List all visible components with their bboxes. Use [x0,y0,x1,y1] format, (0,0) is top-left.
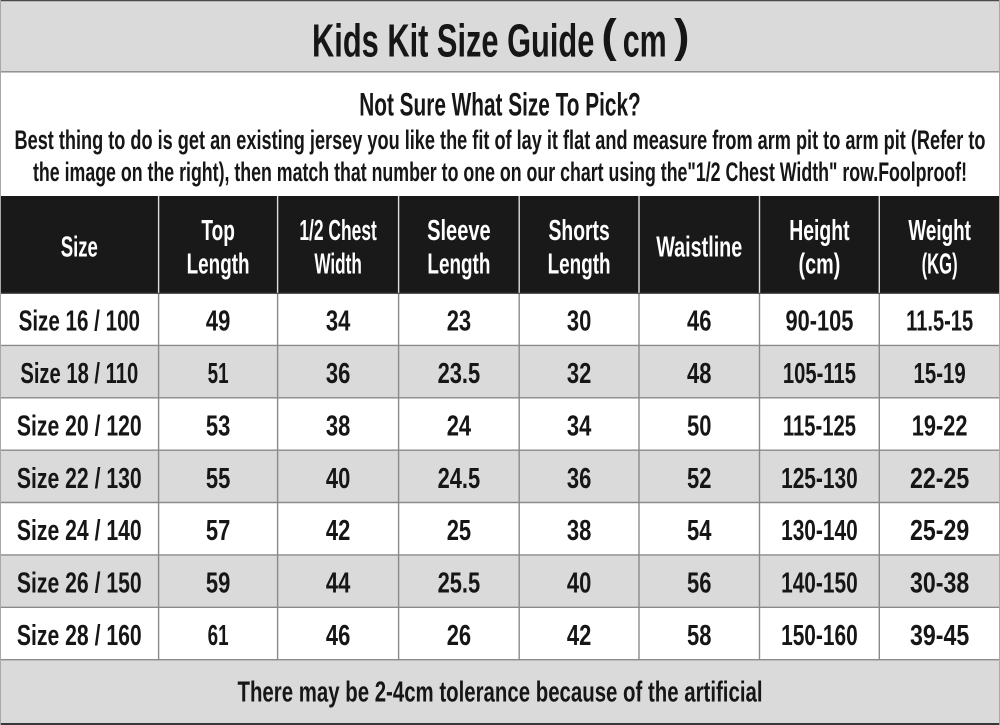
svg-text:26: 26 [447,620,471,652]
svg-text:11.5-15: 11.5-15 [906,306,973,338]
svg-text:Length: Length [548,249,611,281]
svg-text:23: 23 [447,306,471,338]
svg-text:57: 57 [206,515,230,547]
svg-text:34: 34 [326,306,350,338]
svg-text:Length: Length [187,249,250,281]
svg-text:Top: Top [201,215,235,247]
svg-text:19-22: 19-22 [912,410,968,442]
svg-text:): ) [674,10,689,62]
svg-text:58: 58 [687,620,711,652]
svg-text:42: 42 [326,515,350,547]
svg-text:(KG): (KG) [922,249,958,281]
svg-text:Height: Height [789,215,850,247]
svg-text:(: ( [601,10,617,62]
svg-text:Size 28 / 160: Size 28 / 160 [17,620,142,652]
svg-text:Size 16 / 100: Size 16 / 100 [19,306,140,338]
svg-text:115-125: 115-125 [783,410,856,442]
svg-text:Size 22 / 130: Size 22 / 130 [17,463,142,495]
svg-text:140-150: 140-150 [781,568,858,600]
svg-text:25: 25 [447,515,471,547]
svg-text:34: 34 [567,410,591,442]
svg-text:22-25: 22-25 [910,463,969,495]
svg-text:Weight: Weight [908,215,971,247]
svg-text:52: 52 [687,463,711,495]
svg-text:25-29: 25-29 [910,515,969,547]
svg-text:51: 51 [208,358,229,390]
svg-text:53: 53 [206,410,230,442]
svg-text:40: 40 [567,568,591,600]
svg-text:cm: cm [623,15,667,67]
svg-text:61: 61 [208,620,229,652]
svg-text:42: 42 [567,620,591,652]
svg-text:Size 18 / 110: Size 18 / 110 [20,358,138,390]
svg-text:36: 36 [567,463,591,495]
svg-text:50: 50 [687,410,711,442]
svg-text:Not Sure What Size To Pick?: Not Sure What Size To Pick? [359,87,641,123]
svg-text:Width: Width [314,249,362,281]
svg-text:23.5: 23.5 [438,358,481,390]
svg-text:38: 38 [567,515,591,547]
svg-text:44: 44 [326,568,350,600]
svg-text:30-38: 30-38 [910,568,969,600]
svg-text:130-140: 130-140 [781,515,858,547]
svg-text:30: 30 [567,306,591,338]
svg-text:56: 56 [687,568,711,600]
svg-text:49: 49 [206,306,230,338]
svg-text:24.5: 24.5 [438,463,481,495]
svg-text:54: 54 [687,515,711,547]
svg-text:1/2 Chest: 1/2 Chest [299,215,377,247]
svg-text:55: 55 [206,463,230,495]
svg-text:There may be 2-4cm tolerance b: There may be 2-4cm tolerance because of … [238,676,763,708]
svg-text:46: 46 [326,620,350,652]
svg-text:150-160: 150-160 [781,620,858,652]
svg-text:Shorts: Shorts [549,215,610,247]
svg-text:25.5: 25.5 [438,568,481,600]
svg-text:Sleeve: Sleeve [427,215,491,247]
svg-text:Size 24 / 140: Size 24 / 140 [17,515,142,547]
svg-text:36: 36 [326,358,350,390]
svg-text:32: 32 [567,358,591,390]
svg-text:(cm): (cm) [799,249,841,281]
svg-text:Size: Size [61,232,98,264]
svg-text:40: 40 [326,463,350,495]
svg-text:15-19: 15-19 [914,358,966,390]
svg-text:Size 26 / 150: Size 26 / 150 [17,568,142,600]
svg-text:105-115: 105-115 [783,358,856,390]
svg-text:24: 24 [447,410,471,442]
svg-text:48: 48 [687,358,711,390]
svg-text:Best thing to do is get an exi: Best thing to do is get an existing jers… [15,125,986,155]
svg-text:90-105: 90-105 [785,306,853,338]
svg-text:Length: Length [427,249,490,281]
svg-text:46: 46 [687,306,711,338]
svg-text:39-45: 39-45 [910,620,969,652]
svg-text:the image on the right), then: the image on the right), then match that… [33,157,967,187]
svg-text:125-130: 125-130 [781,463,858,495]
svg-text:Size 20 / 120: Size 20 / 120 [17,410,142,442]
svg-text:38: 38 [326,410,350,442]
svg-text:59: 59 [206,568,230,600]
svg-text:Kids Kit Size Guide: Kids Kit Size Guide [312,15,594,67]
svg-text:Waistline: Waistline [656,232,742,264]
